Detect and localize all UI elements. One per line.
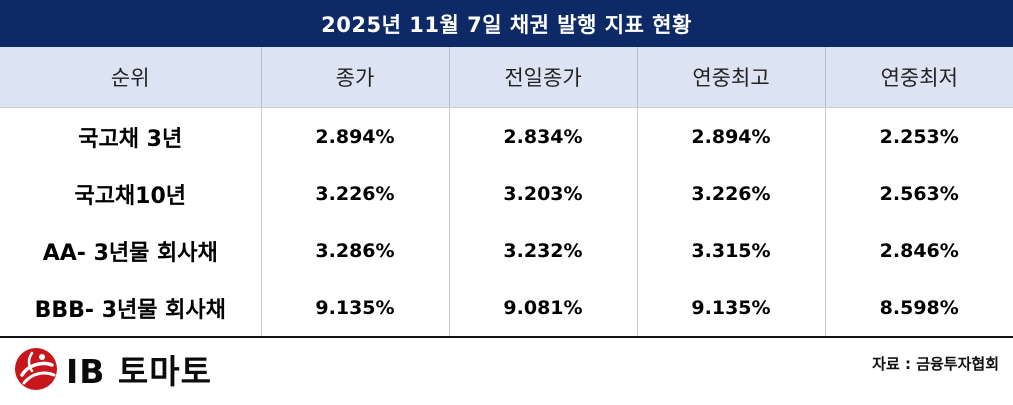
cell-close: 3.286% [261, 222, 450, 279]
cell-close: 3.226% [261, 165, 450, 222]
table-row: 국고채10년 3.226% 3.203% 3.226% 2.563% [0, 165, 1013, 222]
cell-year-low: 2.563% [879, 182, 959, 205]
cell-prev-close: 3.203% [449, 165, 638, 222]
cell-year-low: 2.846% [879, 239, 959, 262]
cell-year-low: 8.598% [825, 279, 1013, 338]
cell-prev-close: 9.081% [449, 279, 638, 338]
header-year-high: 연중최고 [637, 47, 826, 108]
header-row: 순위 종가 전일종가 연중최고 연중최저 [0, 47, 1013, 108]
bond-indicator-table: 순위 종가 전일종가 연중최고 연중최저 국고채 3년 2.894% 2.834… [0, 47, 1013, 338]
cell-prev-close: 3.232% [449, 222, 638, 279]
logo-text: IB 토마토 [66, 352, 212, 391]
header-year-low: 연중최저 [825, 47, 1013, 108]
ib-tomato-logo: IB 토마토 [12, 343, 212, 395]
row-label: BBB- 3년물 회사채 [0, 279, 262, 338]
cell-year-high: 2.894% [637, 107, 826, 165]
cell-prev-close: 2.834% [449, 107, 638, 165]
header-close: 종가 [261, 47, 450, 108]
table-row: BBB- 3년물 회사채 9.135% 9.081% 9.135% 8.598% [0, 279, 1013, 338]
row-label: 국고채 3년 [0, 107, 262, 165]
row-label: 국고채10년 [0, 165, 262, 222]
header-prev-close: 전일종가 [449, 47, 638, 108]
table-row: 국고채 3년 2.894% 2.834% 2.894% 2.253% [0, 107, 1013, 165]
table-title: 2025년 11월 7일 채권 발행 지표 현황 [0, 0, 1013, 47]
cell-close: 9.135% [261, 279, 450, 338]
footer: IB 토마토 자료 : 금융투자협회 [0, 339, 1013, 405]
cell-year-high: 3.315% [637, 222, 826, 279]
cell-year-high: 3.226% [637, 165, 826, 222]
cell-close: 2.894% [261, 107, 450, 165]
row-label: AA- 3년물 회사채 [0, 222, 262, 279]
tomato-logo-icon [15, 348, 57, 390]
cell-year-low: 2.253% [879, 125, 959, 148]
cell-year-high: 9.135% [637, 279, 826, 338]
table-row: AA- 3년물 회사채 3.286% 3.232% 3.315% 2.846% [0, 222, 1013, 279]
header-rank: 순위 [0, 47, 262, 108]
source-note: 자료 : 금융투자협회 [872, 355, 999, 373]
